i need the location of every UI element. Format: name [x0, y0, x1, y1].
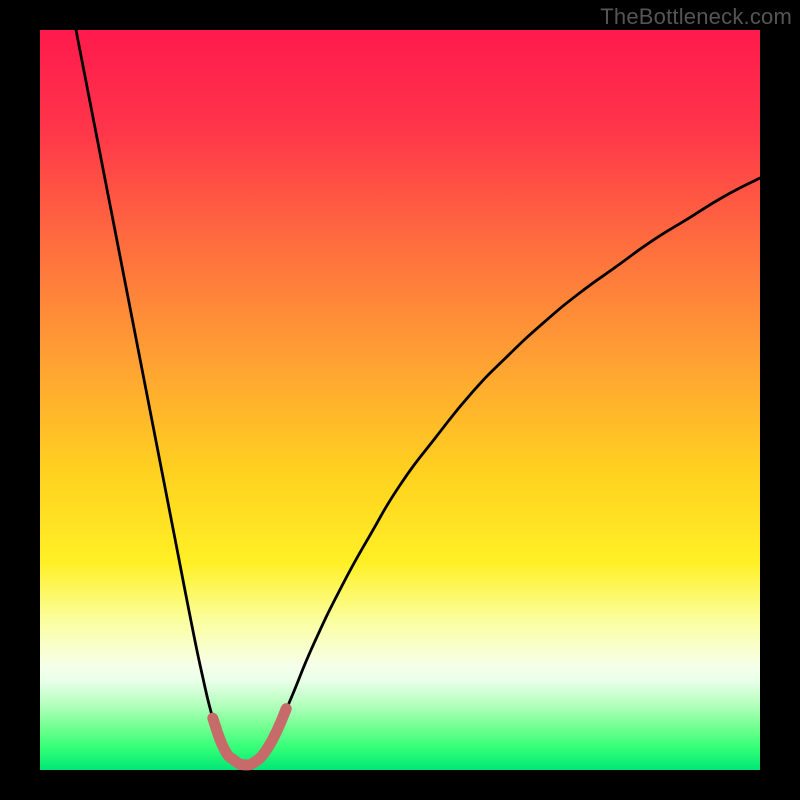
bottleneck-chart — [0, 0, 800, 800]
watermark-text: TheBottleneck.com — [600, 4, 792, 30]
chart-container: TheBottleneck.com — [0, 0, 800, 800]
